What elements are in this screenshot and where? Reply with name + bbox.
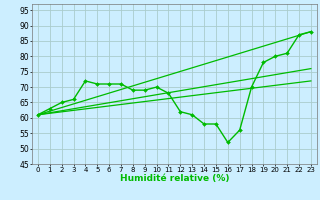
X-axis label: Humidité relative (%): Humidité relative (%) [120, 174, 229, 183]
